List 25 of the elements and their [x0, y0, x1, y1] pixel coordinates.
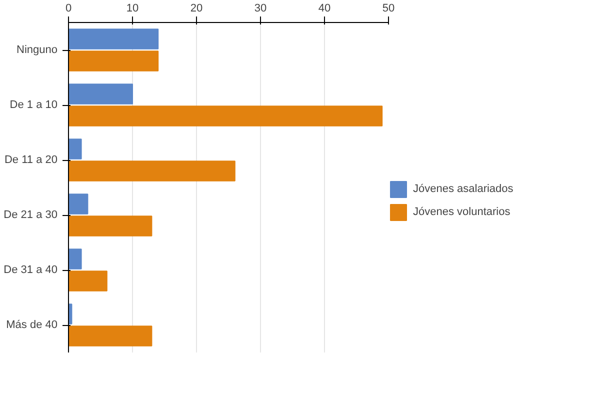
y-tick-label: Más de 40: [6, 319, 58, 331]
y-tick-label: De 11 a 20: [4, 154, 58, 166]
bar: [68, 160, 236, 182]
x-tick-label: 20: [190, 2, 203, 14]
x-tick-label: 10: [126, 2, 139, 14]
bar: [68, 106, 383, 126]
x-tick-label: 0: [65, 2, 72, 14]
bar: [68, 138, 82, 160]
bar: [68, 194, 88, 214]
x-tick-label: 40: [318, 2, 331, 14]
y-tick-label: De 21 a 30: [4, 209, 58, 221]
bar: [68, 50, 159, 72]
bar: [68, 248, 82, 270]
x-tick-label: 50: [382, 2, 395, 14]
bar: [68, 28, 159, 50]
bar: [68, 270, 108, 292]
y-tick-label: Ninguno: [16, 44, 58, 56]
x-tick-label: 30: [254, 2, 267, 14]
legend-label: Jóvenes asalariados: [413, 183, 514, 195]
bar: [68, 84, 133, 104]
legend-label: Jóvenes voluntarios: [413, 206, 510, 218]
y-tick-label: De 31 a 40: [4, 264, 58, 276]
bar: [68, 326, 152, 346]
bar: [68, 216, 152, 236]
y-tick-label: De 1 a 10: [10, 99, 58, 111]
